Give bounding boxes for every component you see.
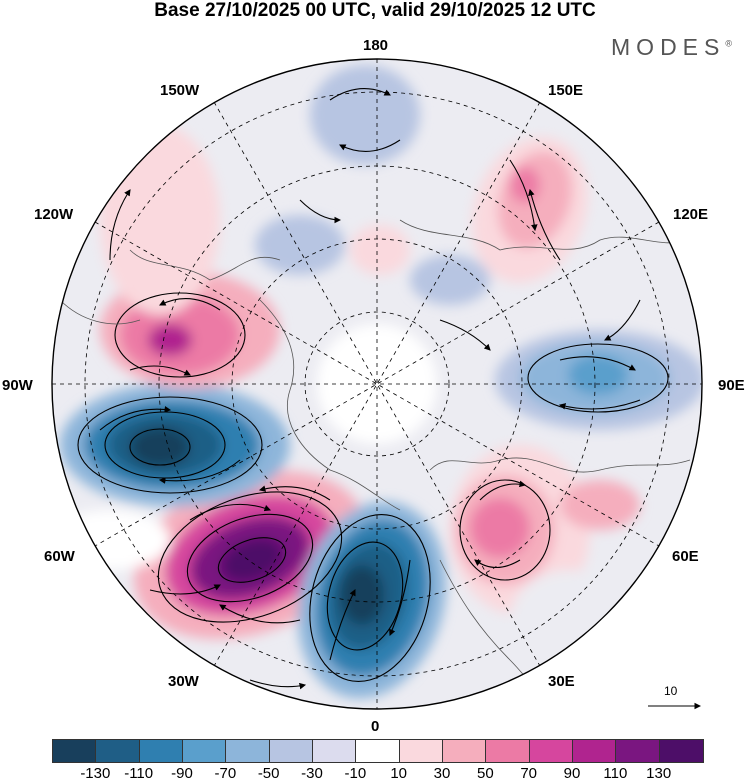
- brand-logo: MODES®: [611, 34, 732, 61]
- colorbar-segment: [95, 739, 142, 763]
- lon-label-60e: 60E: [672, 548, 699, 565]
- lon-label-120w: 120W: [34, 206, 74, 223]
- lon-label-30w: 30W: [168, 673, 199, 690]
- colorbar-tick-label: -90: [171, 765, 193, 782]
- colorbar-tick-label: 110: [603, 765, 628, 782]
- colorbar-segment: [312, 739, 358, 763]
- colorbar-segment: [442, 739, 488, 763]
- colorbar-tick-label: 130: [646, 765, 672, 782]
- colorbar-tick-label: 30: [433, 765, 451, 782]
- lon-label-150w: 150W: [160, 82, 200, 99]
- colorbar-tick-label: -70: [214, 765, 237, 782]
- map-title: Base 27/10/2025 00 UTC, valid 29/10/2025…: [154, 0, 596, 21]
- brand-registered-mark: ®: [725, 38, 732, 49]
- lon-label-30e: 30E: [548, 673, 575, 690]
- colorbar-tick-label: -110: [124, 765, 154, 782]
- anomaly-field: [52, 59, 702, 709]
- map-border: [51, 58, 703, 710]
- colorbar-tick-label: 90: [563, 765, 581, 782]
- reference-vector-label: 10: [664, 684, 678, 698]
- brand-name: MODES: [611, 34, 726, 60]
- lon-label-90w: 90W: [2, 377, 33, 394]
- colorbar-tick-label: 50: [476, 765, 494, 782]
- colorbar-tick-label: 70: [520, 765, 537, 782]
- colorbar-segment: [268, 739, 315, 763]
- lon-label-0: 0: [371, 718, 380, 735]
- colorbar-tick-label: -30: [301, 765, 323, 782]
- colorbar-tick-label: -50: [257, 765, 280, 782]
- colorbar-segment: [138, 739, 185, 763]
- colorbar-segment: [485, 739, 532, 763]
- colorbar-segment: [52, 739, 98, 763]
- colorbar-segment: [528, 739, 575, 763]
- colorbar-segment: [225, 739, 272, 763]
- colorbar-tick-label: -10: [344, 765, 367, 782]
- graticule: [52, 59, 702, 709]
- colorbar-segment: [658, 739, 705, 763]
- colorbar-segment: [398, 739, 445, 763]
- lon-label-150e: 150E: [548, 82, 584, 99]
- colorbar-tick-label: 10: [390, 765, 407, 782]
- colorbar-segment: [355, 739, 402, 763]
- lon-label-60w: 60W: [44, 548, 75, 565]
- lon-label-180: 180: [363, 37, 389, 54]
- colorbar-tick-label: -130: [80, 765, 111, 782]
- colorbar-segment: [572, 739, 618, 763]
- anomaly-pacific-negative: [310, 65, 420, 165]
- lon-label-90e: 90E: [718, 377, 745, 394]
- colorbar-segment: [182, 739, 228, 763]
- lon-label-120e: 120E: [673, 206, 709, 223]
- colorbar-segment: [615, 739, 662, 763]
